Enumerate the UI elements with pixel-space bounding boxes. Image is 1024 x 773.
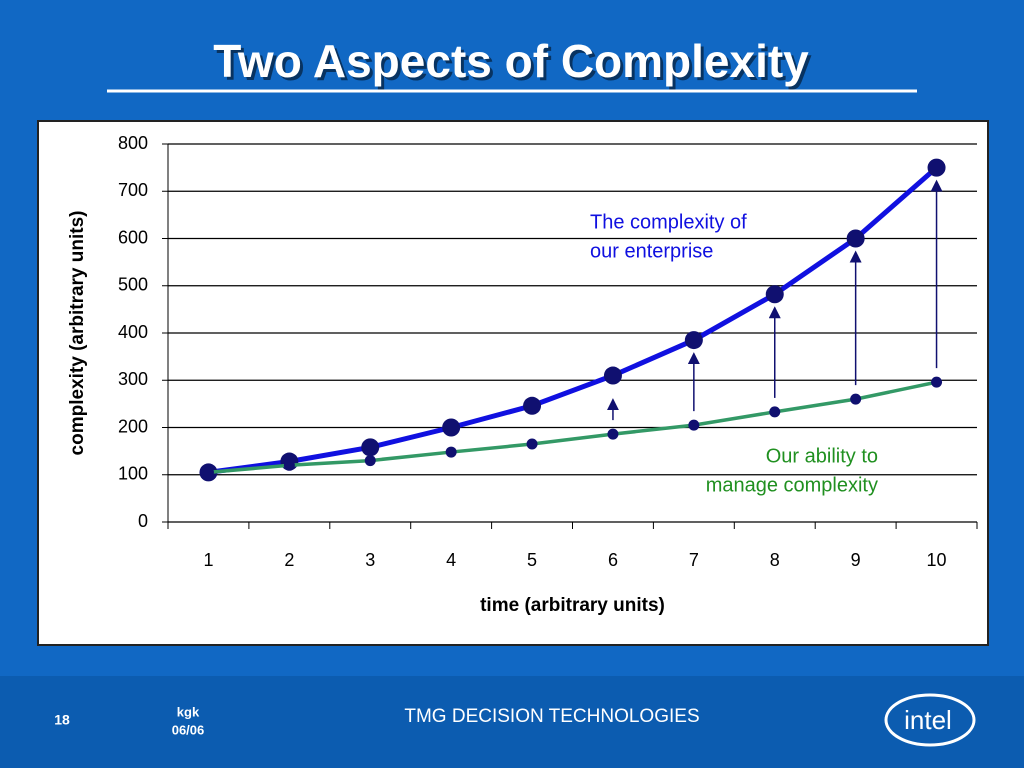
annotation: The complexity of xyxy=(590,211,747,233)
series-marker xyxy=(603,366,622,385)
series-line xyxy=(208,165,939,475)
y-tick-label: 800 xyxy=(118,133,148,153)
y-tick-label: 0 xyxy=(138,511,148,531)
series-marker xyxy=(931,376,943,388)
series-marker xyxy=(445,446,457,458)
footer-band xyxy=(0,676,1024,768)
author: kgk xyxy=(177,704,200,719)
y-axis-label: complexity (arbitrary units) xyxy=(67,211,88,456)
series-marker xyxy=(850,393,862,405)
series-marker xyxy=(769,406,781,418)
x-tick-label: 3 xyxy=(365,550,375,570)
series-marker xyxy=(364,455,376,467)
x-tick-label: 8 xyxy=(770,550,780,570)
x-tick-label: 10 xyxy=(927,550,947,570)
x-tick-label: 9 xyxy=(851,550,861,570)
x-tick-label: 5 xyxy=(527,550,537,570)
annotation: manage complexity xyxy=(706,474,878,496)
series-marker xyxy=(765,285,784,304)
title-shadow: Two Aspects of Complexity xyxy=(216,38,812,90)
annotation: our enterprise xyxy=(590,240,713,262)
y-tick-label: 300 xyxy=(118,369,148,389)
y-tick-label: 100 xyxy=(118,464,148,484)
chart-frame xyxy=(37,120,989,646)
y-tick-label: 700 xyxy=(118,180,148,200)
y-tick-label: 600 xyxy=(118,227,148,247)
x-axis-label: time (arbitrary units) xyxy=(480,595,665,616)
series-marker xyxy=(202,466,214,478)
x-tick-label: 7 xyxy=(689,550,699,570)
plot: 0 100 200 300 400 500 600 700 800 1 2 3 4 5 6 7 8 9 10 time… xyxy=(67,133,978,616)
page-number: 18 xyxy=(54,712,70,728)
annotation: Our ability to xyxy=(766,445,878,467)
series-marker xyxy=(523,396,542,415)
logo: intel xyxy=(904,705,952,735)
series-marker xyxy=(361,438,380,457)
slide-title: Two Aspects of Complexity xyxy=(213,35,809,87)
series-marker xyxy=(688,419,700,431)
series-marker xyxy=(927,158,946,177)
series-marker xyxy=(684,331,703,350)
x-tick-label: 2 xyxy=(284,550,294,570)
series-marker xyxy=(846,229,865,248)
series-line xyxy=(208,380,937,475)
y-tick-label: 500 xyxy=(118,275,148,295)
y-tick-label: 200 xyxy=(118,416,148,436)
date: 06/06 xyxy=(172,722,205,737)
x-tick-label: 6 xyxy=(608,550,618,570)
footer-text: TMG DECISION TECHNOLOGIES xyxy=(404,706,699,727)
series-marker xyxy=(442,418,461,437)
y-tick-label: 400 xyxy=(118,322,148,342)
x-tick-label: 4 xyxy=(446,550,456,570)
series-marker xyxy=(526,438,538,450)
series-marker xyxy=(607,428,619,440)
series-marker xyxy=(283,459,295,471)
logo-ring xyxy=(884,693,976,747)
x-tick-label: 1 xyxy=(203,550,213,570)
